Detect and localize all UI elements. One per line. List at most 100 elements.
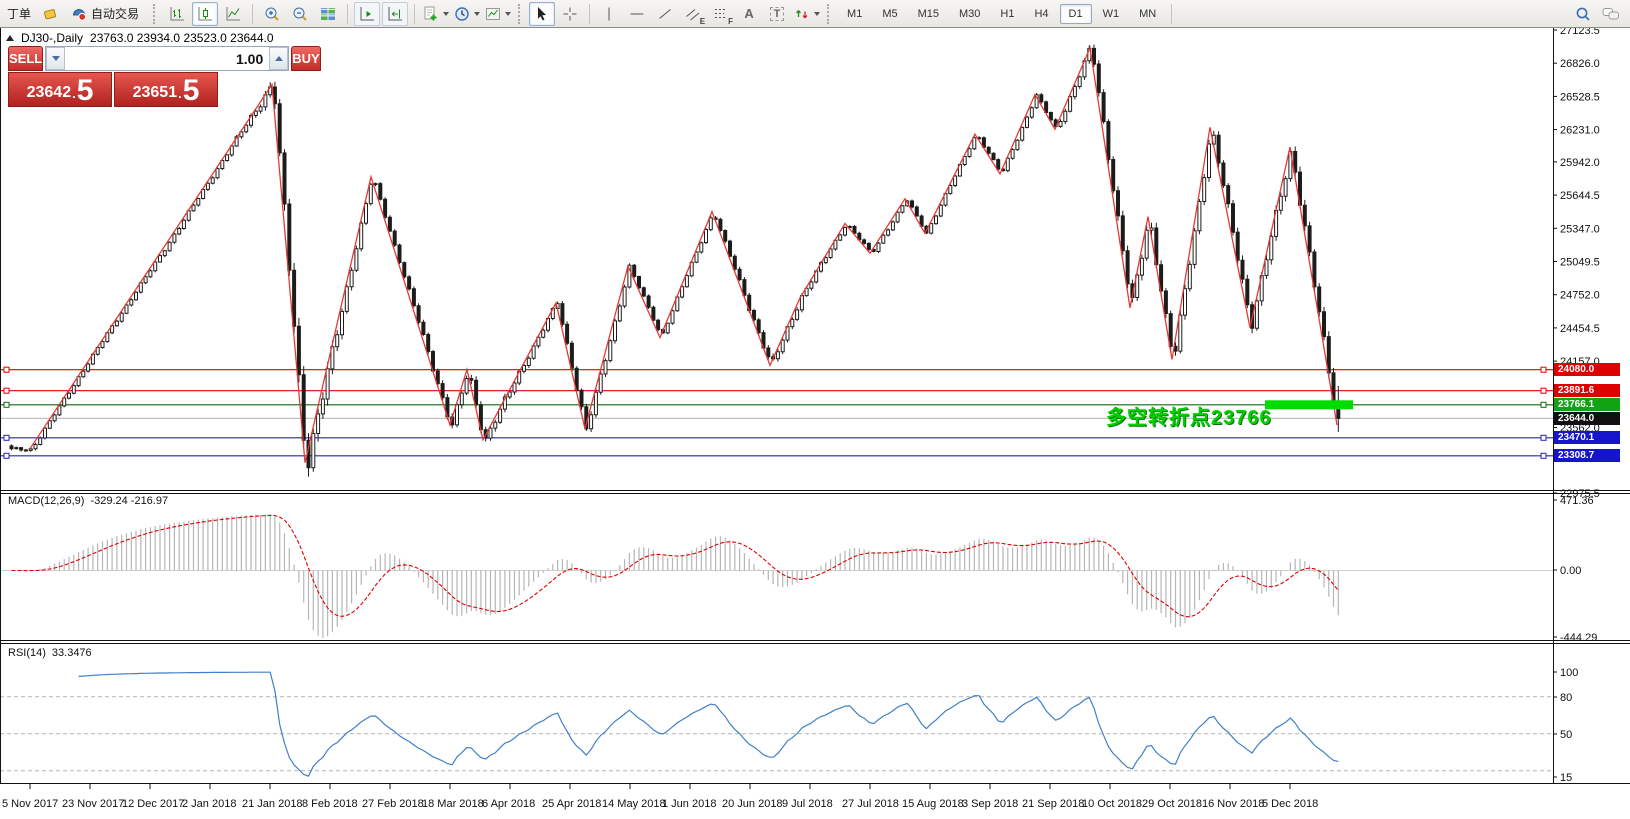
hline-handle[interactable] xyxy=(3,387,10,394)
indicator-tick-label: 471.36 xyxy=(1560,495,1594,507)
timeframe-H4[interactable]: H4 xyxy=(1034,7,1049,20)
indicator-tick-label: 80 xyxy=(1560,692,1572,704)
arrow-up-icon xyxy=(274,56,283,61)
hline-handle[interactable] xyxy=(1540,366,1547,373)
timeframe-M5[interactable]: M5 xyxy=(882,7,898,20)
price-tick-label: 25049.5 xyxy=(1560,257,1600,269)
chart-shift-button[interactable] xyxy=(382,1,409,26)
volume-input[interactable] xyxy=(65,47,270,70)
bar-chart-button[interactable] xyxy=(164,2,190,26)
zoom-in-button[interactable] xyxy=(259,2,285,26)
date-label: 23 Nov 2017 xyxy=(62,798,124,810)
timeframe-MN[interactable]: MN xyxy=(1139,7,1157,20)
date-label: 5 Dec 2018 xyxy=(1262,798,1318,810)
sell-button[interactable]: SELL xyxy=(8,46,44,71)
crosshair-button[interactable] xyxy=(557,2,583,26)
price-tick-label: 26231.0 xyxy=(1560,125,1600,137)
timeframe-H1[interactable]: H1 xyxy=(1000,7,1015,20)
buy-price-sep: . xyxy=(178,86,182,101)
date-label: 10 Oct 2018 xyxy=(1082,798,1142,810)
hline-handle[interactable] xyxy=(1540,452,1547,459)
vertical-line-button[interactable] xyxy=(596,2,622,26)
channel-letter: E xyxy=(699,16,706,26)
trendline-button[interactable] xyxy=(652,2,678,26)
timeframe-M30[interactable]: M30 xyxy=(959,7,981,20)
buy-price-button[interactable]: 23651 . 5 xyxy=(114,72,218,107)
ohlc-values: 23763.0 23934.0 23523.0 23644.0 xyxy=(90,31,274,45)
rsi-name: RSI(14) xyxy=(8,647,46,659)
current-price-tag: 23644.0 xyxy=(1554,412,1620,425)
hline-handle[interactable] xyxy=(1540,434,1547,441)
tile-windows-button[interactable] xyxy=(315,2,341,26)
hline-handle[interactable] xyxy=(1540,387,1547,394)
price-tick-label: 25942.0 xyxy=(1560,157,1600,169)
toolbar-separator xyxy=(414,3,416,24)
rsi-line xyxy=(78,671,1339,777)
timeframe-W1[interactable]: W1 xyxy=(1102,7,1120,20)
top-layer xyxy=(1265,400,1353,410)
candlestick-chart-button[interactable] xyxy=(192,1,219,26)
zoom-out-button[interactable] xyxy=(287,2,313,26)
search-button[interactable] xyxy=(1570,2,1596,26)
toolbar-separator xyxy=(252,3,254,24)
indicator-tick-label: 50 xyxy=(1560,729,1572,741)
date-label: 8 Feb 2018 xyxy=(302,798,358,810)
new-order-button[interactable]: 丁单 xyxy=(7,7,32,21)
hline-handle[interactable] xyxy=(3,366,10,373)
collapse-one-click-icon[interactable] xyxy=(6,35,14,41)
hline-handle[interactable] xyxy=(3,401,10,408)
date-label: 1 Jun 2018 xyxy=(662,798,716,810)
line-chart-button[interactable] xyxy=(220,2,246,26)
chat-button[interactable] xyxy=(1598,2,1624,26)
horizontal-line-button[interactable] xyxy=(624,2,650,26)
chevron-down-icon xyxy=(505,11,512,16)
hline-handle[interactable] xyxy=(1540,401,1547,408)
sell-price-sep: . xyxy=(72,86,76,101)
text-label-button[interactable]: T xyxy=(764,2,790,26)
auto-scroll-button[interactable] xyxy=(354,1,381,26)
price-tag-24080.0: 24080.0 xyxy=(1554,363,1620,376)
toolbar-grip[interactable] xyxy=(153,3,158,24)
hline-handle[interactable] xyxy=(3,434,10,441)
label-icon: T xyxy=(769,6,785,21)
volume-down-button[interactable] xyxy=(46,47,66,70)
buy-button[interactable]: BUY xyxy=(291,46,321,71)
templates-button[interactable] xyxy=(483,2,512,26)
hlines-layer xyxy=(0,366,1553,459)
timeframe-M1[interactable]: M1 xyxy=(847,7,863,20)
indicators-button[interactable] xyxy=(421,2,450,26)
text-button[interactable]: A xyxy=(736,2,762,26)
green-highlight-bar[interactable] xyxy=(1265,400,1353,410)
volume-up-button[interactable] xyxy=(269,47,289,70)
toolbar-separator xyxy=(1171,3,1173,24)
macd-name: MACD(12,26,9) xyxy=(8,495,85,507)
date-label: 25 Apr 2018 xyxy=(542,798,601,810)
date-label: 27 Jul 2018 xyxy=(842,798,899,810)
sell-price-button[interactable]: 23642 . 5 xyxy=(8,72,112,107)
toolbar-grip[interactable] xyxy=(518,3,523,24)
autotrading-button[interactable]: 自动交易 xyxy=(65,2,147,26)
buy-price-main: 23651 xyxy=(132,84,178,101)
gold-icon[interactable] xyxy=(37,2,63,26)
zigzag-line[interactable] xyxy=(29,45,1338,463)
date-label: 9 Jul 2018 xyxy=(782,798,833,810)
indicator-tick-label: 0.00 xyxy=(1560,565,1581,577)
arrows-button[interactable] xyxy=(792,2,821,26)
cursor-button[interactable] xyxy=(529,1,556,26)
equidistant-channel-button[interactable]: E xyxy=(680,2,706,26)
periods-button[interactable] xyxy=(452,2,481,26)
timeframe-D1[interactable]: D1 xyxy=(1059,3,1092,24)
macd-values: -329.24 -216.97 xyxy=(90,495,169,507)
date-label: 27 Feb 2018 xyxy=(362,798,424,810)
date-label: 20 Jun 2018 xyxy=(722,798,783,810)
price-tag-23891.6: 23891.6 xyxy=(1554,384,1620,397)
hline-handle[interactable] xyxy=(3,452,10,459)
fibonacci-button[interactable]: F xyxy=(708,2,734,26)
timeframe-M15[interactable]: M15 xyxy=(917,7,939,20)
indicator-tick-label: -444.29 xyxy=(1560,632,1597,644)
price-tick-label: 24752.0 xyxy=(1560,290,1600,302)
chart-annotation-text[interactable]: 多空转折点23766 xyxy=(1106,407,1272,429)
toolbar-grip[interactable] xyxy=(827,3,832,24)
date-label: 2 Jan 2018 xyxy=(182,798,236,810)
